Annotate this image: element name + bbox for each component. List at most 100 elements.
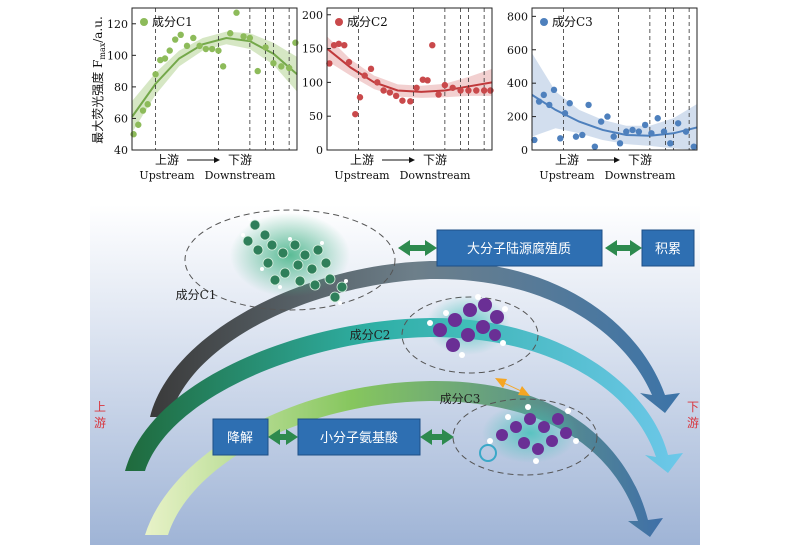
direction-arrow-head-icon [409,157,415,163]
amino-double-arrow-icon [420,429,454,445]
data-point [341,41,348,49]
data-point [270,60,277,67]
y-tick-label: 600 [507,44,528,57]
data-point [177,31,184,39]
data-point [345,58,353,66]
fit-line-2 [326,47,493,93]
downstream-en-label: Downstream [400,169,471,182]
data-point [648,130,655,137]
data-point [130,131,137,138]
data-point [449,84,456,91]
y-tick-label: 200 [302,9,323,22]
macro-double-arrow-icon [398,240,437,256]
c2-c3-double-arrow-icon [495,378,530,396]
legend-marker-2 [335,18,343,26]
upstream-en-label: Upstream [334,169,390,182]
data-point [465,87,472,94]
c3-molecule-icon [479,403,579,464]
data-point [285,64,293,72]
y-tick-label: 40 [114,144,128,157]
c1-flow-arc [150,260,680,417]
upstream-cn-label: 上游 [155,153,179,167]
plot-frame-1 [131,7,298,151]
data-point [152,71,159,78]
data-point [196,42,203,50]
data-point [227,30,234,37]
data-point [682,128,690,135]
data-point [215,47,222,54]
c3-flow-arc [145,380,663,537]
data-point [326,60,333,67]
data-point [240,33,247,40]
downstream-side-label: 下 游 [687,400,699,430]
data-point [161,55,169,62]
data-point [610,133,617,140]
data-point [480,87,488,94]
data-point [190,34,197,42]
data-point [561,110,569,117]
data-point [407,98,414,105]
svg-text:下: 下 [687,400,699,414]
data-point [135,121,142,128]
c2-flow-arc [125,317,683,473]
data-point [219,63,227,70]
direction-arrow-head-icon [214,157,220,163]
data-point [262,44,269,51]
data-point [441,81,449,89]
legend-label-1: 成分C1 [152,15,193,29]
data-point [424,77,431,84]
accumulate-box [641,229,695,267]
data-point [579,131,586,139]
data-point [457,87,464,94]
c1-molecule-icon [230,213,350,305]
degrade-box [212,418,269,456]
svg-text:上: 上 [94,400,106,414]
upstream-side-label: 上 游 [94,400,106,430]
downstream-en-label: Downstream [605,169,676,182]
data-point [246,34,254,42]
data-point [166,47,173,54]
upstream-en-label: Upstream [539,169,595,182]
y-tick-label: 0 [521,144,528,157]
y-tick-label: 200 [507,111,528,124]
upstream-cn-label: 上游 [555,153,579,167]
c3-ellipse [452,398,598,476]
river-diagram: 大分子陆源腐殖质 积累 降解 小分子氨基酸 成分C1 成分C2 成分C3 上 游… [0,205,800,545]
macro-humic-box [436,229,603,267]
data-point [380,87,387,94]
data-point [292,39,299,46]
data-point [144,101,151,108]
legend-label-2: 成分C2 [347,15,388,29]
c3-label: 成分C3 [440,392,481,406]
y-tick-label: 100 [302,76,323,89]
c2-molecule-icon [426,294,510,358]
data-point [233,9,240,16]
svg-text:游: 游 [94,416,106,430]
y-tick-label: 120 [107,18,128,31]
data-point [674,120,682,127]
data-point [535,98,543,105]
y-tick-label: 100 [107,49,128,62]
data-point [139,107,147,114]
data-point [641,121,649,129]
confidence-band-2 [327,36,492,98]
y-tick-label: 50 [309,110,323,123]
data-point [429,41,436,49]
data-point [208,45,216,53]
svg-text:游: 游 [687,416,699,430]
data-point [566,100,573,107]
chart-svg: 最大荧光强度 Fmax/a.u. 40 60 80 100 120 成分C1 上游 下游 Upst… [90,7,698,182]
diagram-svg: 大分子陆源腐殖质 积累 降解 小分子氨基酸 成分C1 成分C2 成分C3 上 游… [90,205,700,545]
legend-marker-3 [540,18,548,26]
data-point [278,63,285,70]
data-point [254,67,261,75]
plot-frame-3 [531,7,698,151]
data-point [419,76,427,83]
c1-ellipse [184,209,396,311]
data-point [660,128,668,135]
y-tick-label: 0 [316,144,323,157]
c1-label: 成分C1 [176,288,217,302]
data-point [531,136,538,144]
data-point [473,87,480,94]
confidence-band-1 [132,31,297,133]
